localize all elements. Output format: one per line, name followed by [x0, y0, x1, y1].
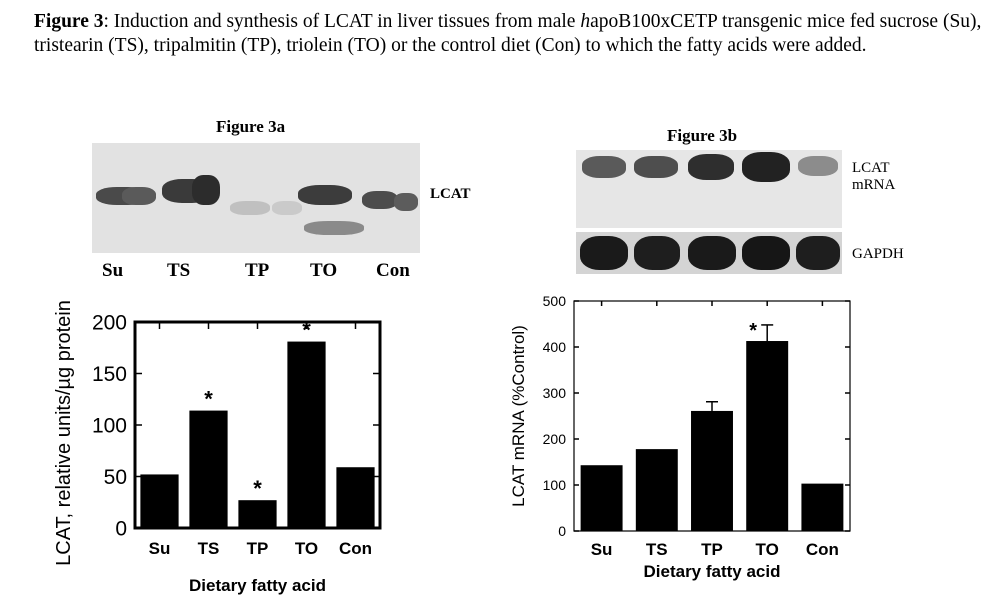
- y-tick-label: 0: [558, 523, 566, 539]
- blot-band: [742, 152, 790, 182]
- y-tick-label: 300: [543, 385, 567, 401]
- bar: [801, 483, 844, 531]
- bar: [746, 341, 789, 531]
- figure-caption: Figure 3: Induction and synthesis of LCA…: [34, 10, 984, 58]
- x-tick-label: Su: [149, 539, 171, 558]
- significance-marker: *: [204, 387, 213, 412]
- x-tick-label: Su: [591, 540, 613, 559]
- bar: [691, 410, 733, 531]
- bar: [287, 341, 326, 528]
- significance-marker: *: [302, 318, 311, 343]
- y-tick-label: 0: [115, 517, 127, 540]
- panel-a-lane-label: Con: [376, 260, 410, 281]
- panel-b-blot-label-gapdh: GAPDH: [852, 246, 904, 262]
- y-axis-label: LCAT, relative units/µg protein: [53, 300, 75, 566]
- x-tick-label: Con: [339, 539, 372, 558]
- blot-band: [582, 156, 626, 178]
- x-tick-label: TO: [295, 539, 318, 558]
- y-tick-label: 500: [543, 293, 567, 309]
- y-axis-label: LCAT mRNA (%Control): [509, 325, 528, 507]
- blot-band: [362, 191, 398, 209]
- bar: [635, 449, 678, 531]
- panel-a-lane-label: Su: [102, 260, 124, 281]
- blot-band: [634, 236, 680, 270]
- y-tick-label: 400: [543, 339, 567, 355]
- blot-band: [634, 156, 678, 178]
- bar: [140, 474, 179, 528]
- y-tick-label: 50: [104, 466, 127, 489]
- panel-b-bar-chart: 0 100 200 300 400 500 Su TS TP * TO Con Dietary fatt…: [509, 293, 851, 581]
- blot-band: [580, 236, 628, 270]
- panel-b-northern-blot-gapdh: [576, 232, 842, 274]
- x-axis-label: Dietary fatty acid: [189, 576, 326, 595]
- y-tick-label: 200: [543, 431, 567, 447]
- x-axis-label: Dietary fatty acid: [644, 562, 781, 581]
- y-tick-label: 150: [92, 363, 127, 386]
- panel-a-bar-chart: 0 50 100 150 200 Su * TS * TP * TO Con Dietary fatty …: [53, 300, 382, 595]
- bar: [189, 410, 228, 528]
- panel-a-blot-label: LCAT: [430, 186, 471, 202]
- blot-band: [688, 236, 736, 270]
- panel-b-blot-label-lcat: LCAT mRNA: [852, 160, 895, 194]
- bar: [580, 465, 623, 531]
- panel-b-northern-blot-lcat: [576, 150, 842, 228]
- y-tick-label: 100: [543, 477, 567, 493]
- x-tick-label: TS: [646, 540, 668, 559]
- caption-italic-h: h: [580, 11, 591, 32]
- blot-band: [688, 154, 734, 180]
- bar: [238, 500, 277, 528]
- panel-b-title: Figure 3b: [667, 126, 738, 145]
- panel-a-title: Figure 3a: [216, 117, 286, 136]
- caption-figure-label: Figure 3: [34, 11, 104, 32]
- blot-band: [304, 221, 364, 235]
- blot-band: [298, 185, 352, 205]
- blot-band: [742, 236, 790, 270]
- bar: [336, 467, 375, 528]
- blot-band: [798, 156, 838, 176]
- blot-band: [122, 187, 156, 205]
- blot-band: [192, 175, 220, 205]
- panel-a-western-blot: [92, 143, 420, 253]
- x-tick-label: TP: [701, 540, 723, 559]
- blot-band: [272, 201, 302, 215]
- blot-band: [796, 236, 840, 270]
- x-tick-label: TP: [247, 539, 269, 558]
- x-tick-label: Con: [806, 540, 839, 559]
- panel-a-lane-label: TO: [310, 260, 338, 281]
- panel-b-blot-label-line2: mRNA: [852, 177, 896, 193]
- y-tick-label: 200: [92, 311, 127, 334]
- x-tick-label: TS: [198, 539, 220, 558]
- caption-text-part1: : Induction and synthesis of LCAT in liv…: [103, 11, 581, 32]
- panel-a-lane-label: TS: [167, 260, 191, 281]
- blot-band: [230, 201, 270, 215]
- blot-band: [394, 193, 418, 211]
- y-tick-label: 100: [92, 414, 127, 437]
- x-tick-label: TO: [756, 540, 779, 559]
- significance-marker: *: [253, 476, 262, 501]
- panel-b-blot-label-line1: LCAT: [852, 160, 890, 176]
- caption-text-part2: apoB100xCETP transgenic mice fed sucrose…: [34, 11, 982, 56]
- significance-marker: *: [749, 320, 757, 342]
- panel-a-lane-label: TP: [245, 260, 270, 281]
